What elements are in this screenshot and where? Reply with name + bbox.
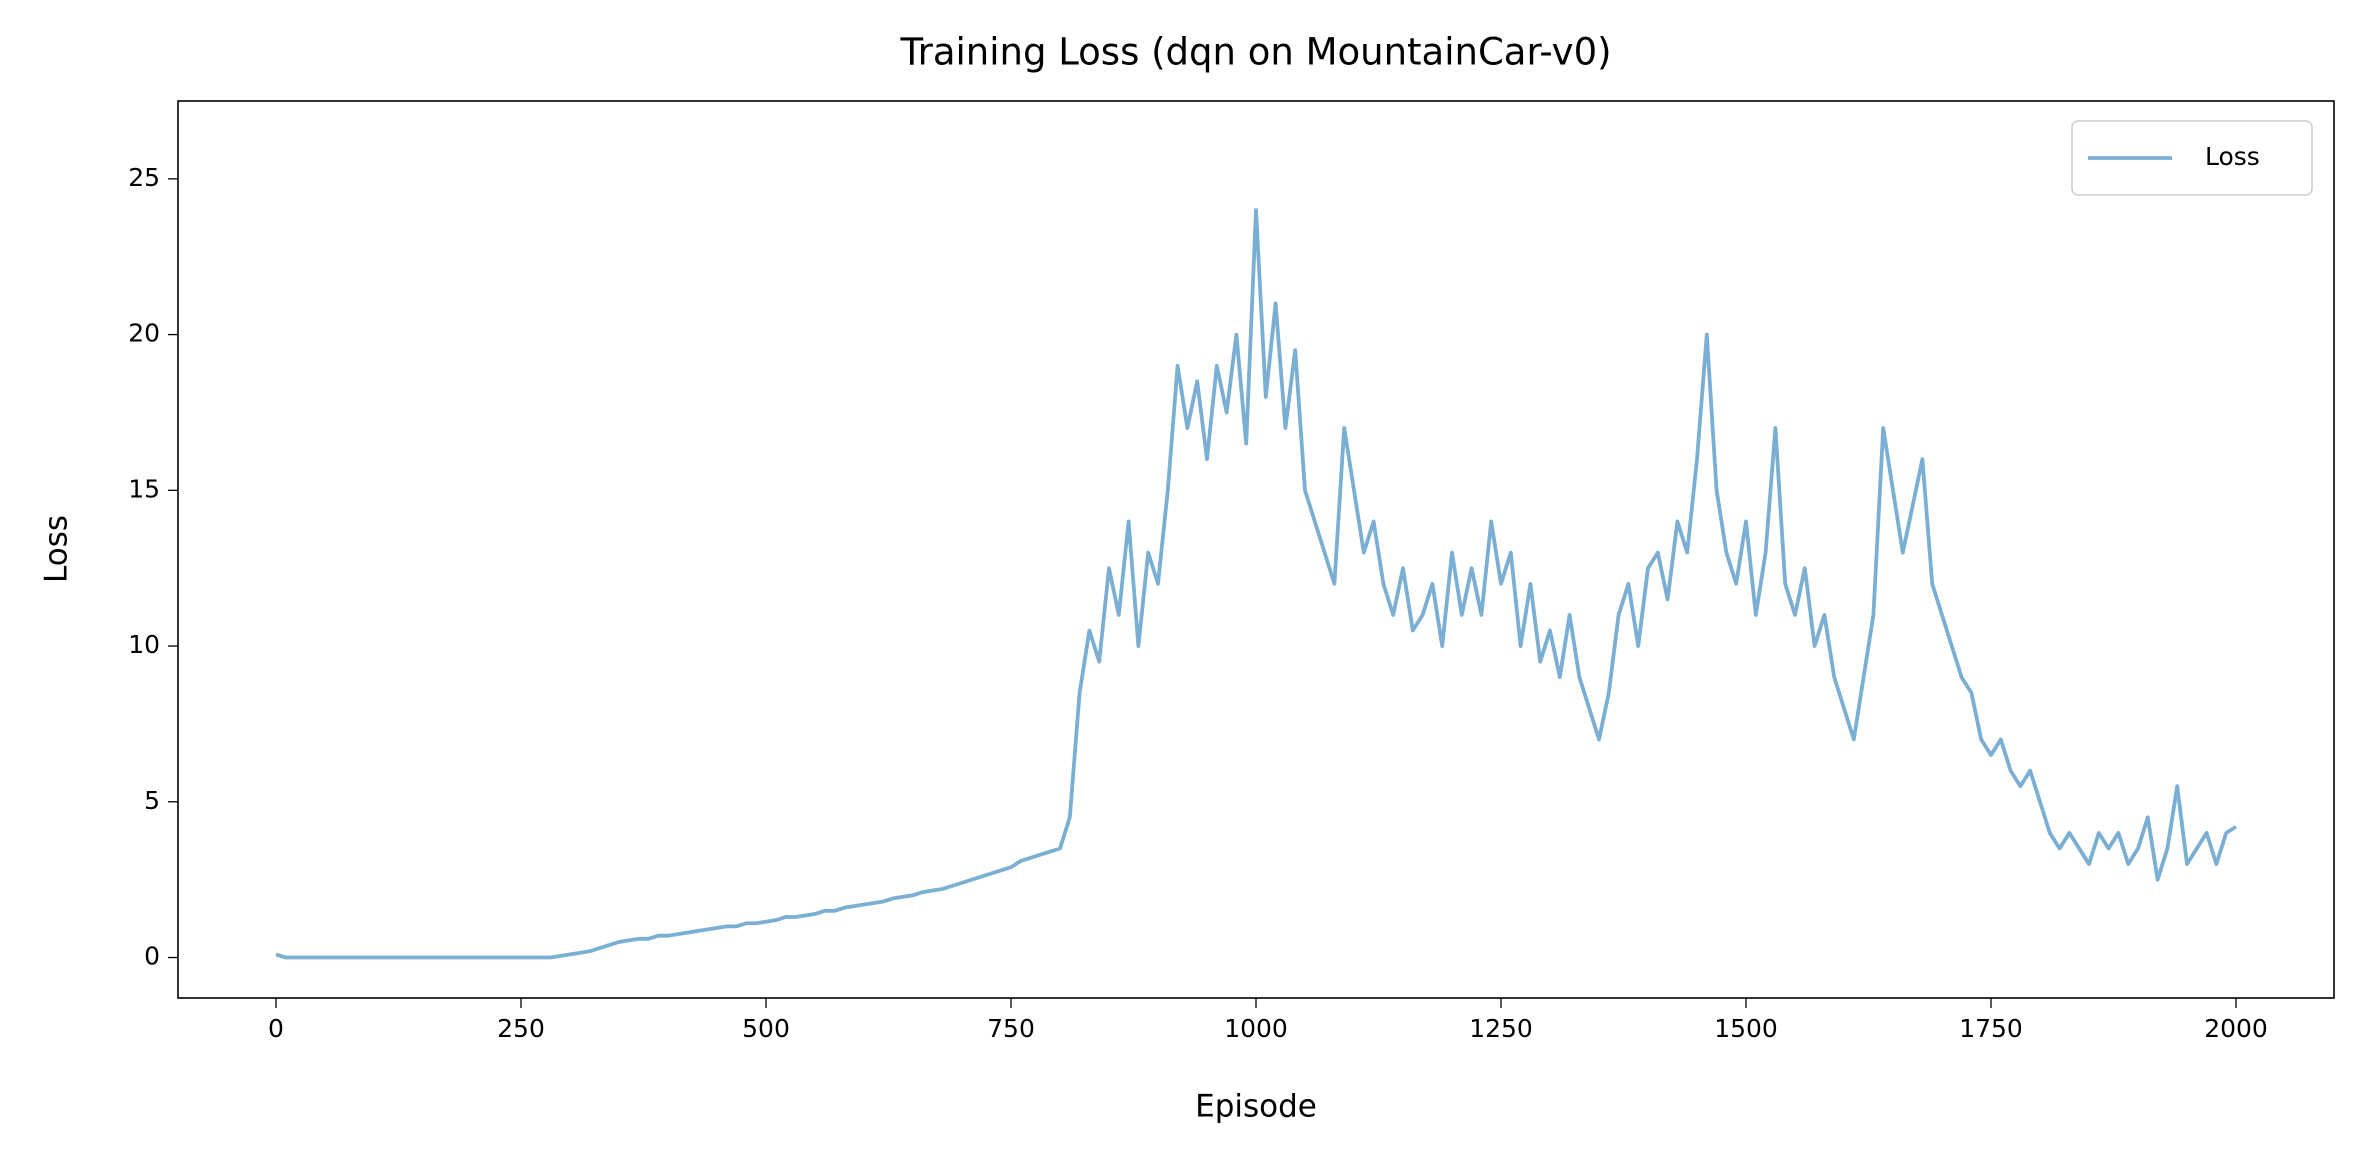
legend-label: Loss — [2205, 142, 2260, 171]
x-tick-label: 1750 — [1959, 1014, 2023, 1043]
x-tick-label: 0 — [268, 1014, 284, 1043]
y-tick-label: 10 — [128, 630, 160, 659]
x-tick-label: 500 — [742, 1014, 790, 1043]
line-series — [275, 208, 2238, 960]
legend-box — [2071, 120, 2313, 196]
chart-title: Training Loss (dqn on MountainCar-v0) — [899, 31, 1611, 74]
x-axis-label: Episode — [1195, 1089, 1317, 1125]
y-tick-label: 5 — [144, 786, 160, 815]
x-tick-label: 1000 — [1224, 1014, 1288, 1043]
x-tick-label: 1250 — [1469, 1014, 1533, 1043]
legend: Loss — [2071, 120, 2313, 196]
x-tick-label: 2000 — [2204, 1014, 2268, 1043]
y-tick-label: 15 — [128, 474, 160, 503]
y-tick-label: 20 — [128, 319, 160, 348]
y-axis-label: Loss — [39, 515, 75, 583]
x-tick-label: 750 — [987, 1014, 1035, 1043]
y-tick-label: 0 — [144, 942, 160, 971]
x-tick-label: 1500 — [1714, 1014, 1778, 1043]
y-tick-label: 25 — [128, 163, 160, 192]
x-tick-label: 250 — [497, 1014, 545, 1043]
plot-frame — [177, 100, 2335, 999]
